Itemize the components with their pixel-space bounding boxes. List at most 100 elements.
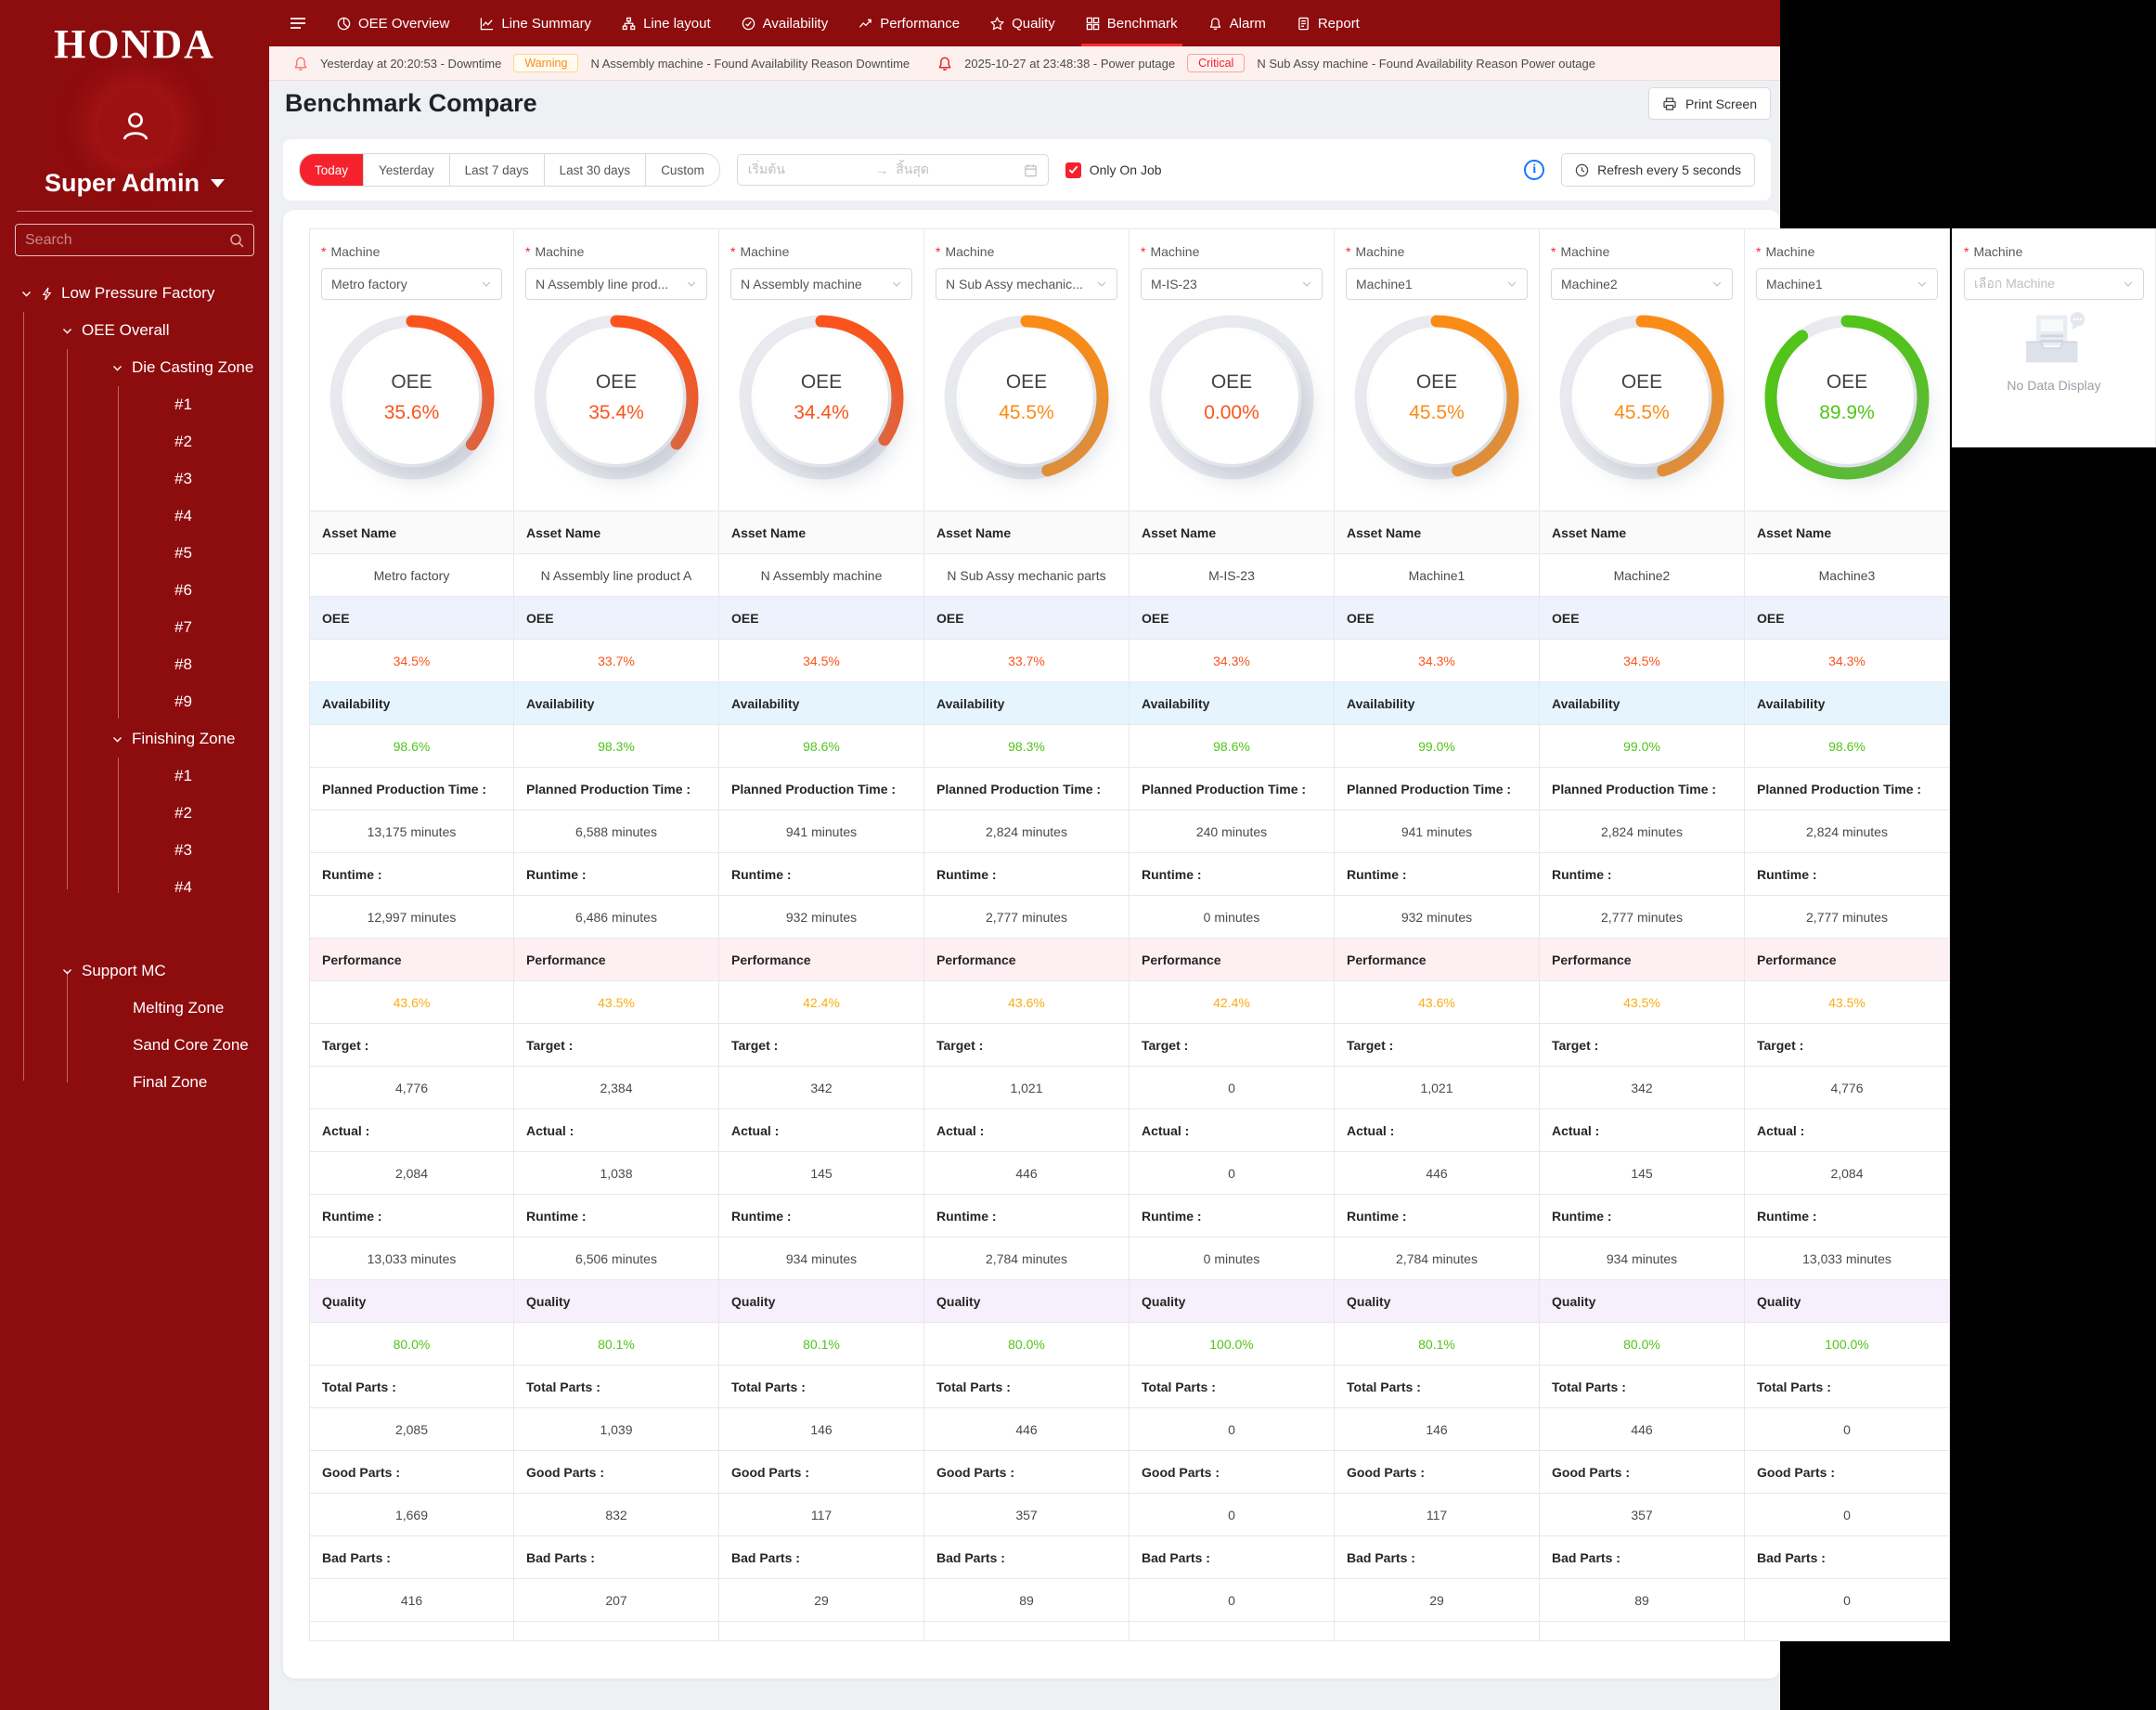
row-label-planned-production-time: Planned Production Time : [1745, 768, 1950, 810]
sidebar-item-2[interactable]: #2 [174, 433, 192, 450]
row-label-good-parts: Good Parts : [924, 1451, 1130, 1494]
nav-item-alarm[interactable]: Alarm [1208, 0, 1266, 46]
machine-select[interactable]: N Assembly line prod... [525, 268, 707, 300]
sidebar-item-sand-core-zone[interactable]: Sand Core Zone [133, 1036, 249, 1054]
sidebar-item-8[interactable]: #8 [174, 655, 192, 673]
machine-select[interactable]: M-IS-23 [1141, 268, 1323, 300]
nav-item-report[interactable]: Report [1297, 0, 1360, 46]
row-label-performance: Performance [719, 939, 924, 981]
sidebar-item-final-zone[interactable]: Final Zone [133, 1073, 208, 1091]
range-tab-custom[interactable]: Custom [645, 154, 719, 186]
user-menu[interactable]: Super Admin [0, 169, 269, 198]
row-value-runtime1: 0 minutes [1130, 896, 1335, 939]
sidebar-item-melting-zone[interactable]: Melting Zone [133, 999, 225, 1017]
row-label-total-parts: Total Parts : [514, 1366, 719, 1408]
row-label-oee: OEE [1540, 597, 1745, 640]
row-label-runtime: Runtime : [924, 853, 1130, 896]
sidebar-item-4[interactable]: #4 [174, 878, 192, 896]
row-label-total-parts: Total Parts : [309, 1366, 514, 1408]
sidebar-item-die-casting-zone[interactable]: Die Casting Zone [0, 349, 269, 386]
range-tab-last-7-days[interactable]: Last 7 days [448, 154, 544, 186]
sidebar-item-1[interactable]: #1 [174, 395, 192, 413]
gauge-label: OEE [1415, 370, 1458, 393]
sidebar-item-6[interactable]: #6 [174, 581, 192, 599]
machine-select[interactable]: N Sub Assy mechanic... [936, 268, 1117, 300]
machine-select[interactable]: N Assembly machine [730, 268, 912, 300]
date-start-placeholder: เริ่มต้น [747, 162, 785, 176]
row-value-performance: 43.6% [309, 981, 514, 1024]
sidebar-item-7[interactable]: #7 [174, 618, 192, 636]
row-label-performance: Performance [924, 939, 1130, 981]
gauge-label: OEE [800, 370, 843, 393]
machine-select[interactable]: Machine1 [1346, 268, 1528, 300]
tree-chevron-down-icon [61, 965, 73, 978]
row-value-asset: N Assembly machine [719, 554, 924, 597]
info-icon[interactable]: i [1524, 160, 1545, 180]
nav-item-availability[interactable]: Availability [742, 0, 828, 46]
row-value-quality: 100.0% [1130, 1323, 1335, 1366]
row-value-runtime2: 2,784 minutes [1335, 1237, 1540, 1280]
tree-guide-line [67, 349, 68, 889]
avatar[interactable] [97, 87, 174, 163]
sidebar-item-5[interactable]: #5 [174, 544, 192, 562]
machine-select[interactable]: Machine1 [1756, 268, 1938, 300]
range-tab-last-30-days[interactable]: Last 30 days [543, 154, 646, 186]
row-value-asset: Machine1 [1335, 554, 1540, 597]
range-tab-today[interactable]: Today [300, 154, 364, 186]
gauge-inner-circle [1370, 330, 1504, 464]
sidebar-item-3[interactable]: #3 [174, 841, 192, 859]
search-input[interactable]: Search [15, 224, 254, 256]
row-value-target: 2,384 [514, 1067, 719, 1109]
tree-chevron-down-icon [111, 362, 123, 374]
sidebar-item-support-mc[interactable]: Support MC [0, 952, 269, 990]
hamburger-icon[interactable] [290, 17, 306, 30]
row-label-good-parts: Good Parts : [1745, 1451, 1950, 1494]
nav-item-performance[interactable]: Performance [859, 0, 960, 46]
row-label-runtime: Runtime : [719, 853, 924, 896]
row-value-runtime2: 13,033 minutes [309, 1237, 514, 1280]
row-value-oee: 34.3% [1335, 640, 1540, 682]
sidebar-item-oee-overall[interactable]: OEE Overall [0, 312, 269, 349]
date-range-picker[interactable]: เริ่มต้น → สิ้นสุด [736, 154, 1049, 186]
sidebar-item-1[interactable]: #1 [174, 767, 192, 784]
page-title: Benchmark Compare [285, 89, 537, 117]
row-label-quality: Quality [514, 1280, 719, 1323]
nav-item-quality[interactable]: Quality [990, 0, 1055, 46]
row-value-target: 4,776 [309, 1067, 514, 1109]
print-screen-button[interactable]: Print Screen [1647, 87, 1771, 120]
availability-icon [742, 17, 755, 31]
sidebar: HONDA Super Admin Search [0, 0, 269, 1710]
table-stub-row [514, 1622, 719, 1641]
row-value-target: 4,776 [1745, 1067, 1950, 1109]
sidebar-item-3[interactable]: #3 [174, 470, 192, 487]
row-label-planned-production-time: Planned Production Time : [1130, 768, 1335, 810]
sidebar-item-low-pressure-factory[interactable]: Low Pressure Factory [0, 275, 269, 312]
person-icon [118, 108, 153, 143]
row-value-bad: 29 [719, 1579, 924, 1622]
honda-logo: HONDA [54, 21, 215, 67]
machine-panel: * Machine Metro factory OEE 35.6% [309, 228, 514, 512]
row-label-availability: Availability [1745, 682, 1950, 725]
alert-item[interactable]: 2025-10-27 at 23:48:38 - Power putage Cri… [937, 54, 1595, 72]
sidebar-item-finishing-zone[interactable]: Finishing Zone [0, 720, 269, 758]
only-on-job-checkbox[interactable]: Only On Job [1065, 162, 1162, 178]
row-label-availability: Availability [1335, 682, 1540, 725]
machine-select-empty[interactable]: เลือก Machine [1964, 268, 2144, 300]
sidebar-item-4[interactable]: #4 [174, 507, 192, 525]
machine-select[interactable]: Metro factory [321, 268, 502, 300]
row-value-availability: 99.0% [1335, 725, 1540, 768]
machine-select[interactable]: Machine2 [1551, 268, 1733, 300]
nav-item-oee-overview[interactable]: OEE Overview [337, 0, 449, 46]
gauge-label: OEE [391, 370, 432, 393]
nav-item-line-layout[interactable]: Line layout [622, 0, 711, 46]
nav-item-benchmark[interactable]: Benchmark [1080, 0, 1182, 46]
range-tab-yesterday[interactable]: Yesterday [363, 154, 449, 186]
row-label-good-parts: Good Parts : [1335, 1451, 1540, 1494]
alert-item[interactable]: Yesterday at 20:20:53 - Downtime Warning N… [293, 54, 910, 72]
top-navbar: OEE Overview Line Summary Line layout Avail… [269, 0, 1780, 46]
refresh-button[interactable]: Refresh every 5 seconds [1561, 153, 1755, 187]
sidebar-item-9[interactable]: #9 [174, 693, 192, 710]
row-label-total-parts: Total Parts : [924, 1366, 1130, 1408]
nav-item-line-summary[interactable]: Line Summary [480, 0, 591, 46]
sidebar-item-2[interactable]: #2 [174, 804, 192, 822]
